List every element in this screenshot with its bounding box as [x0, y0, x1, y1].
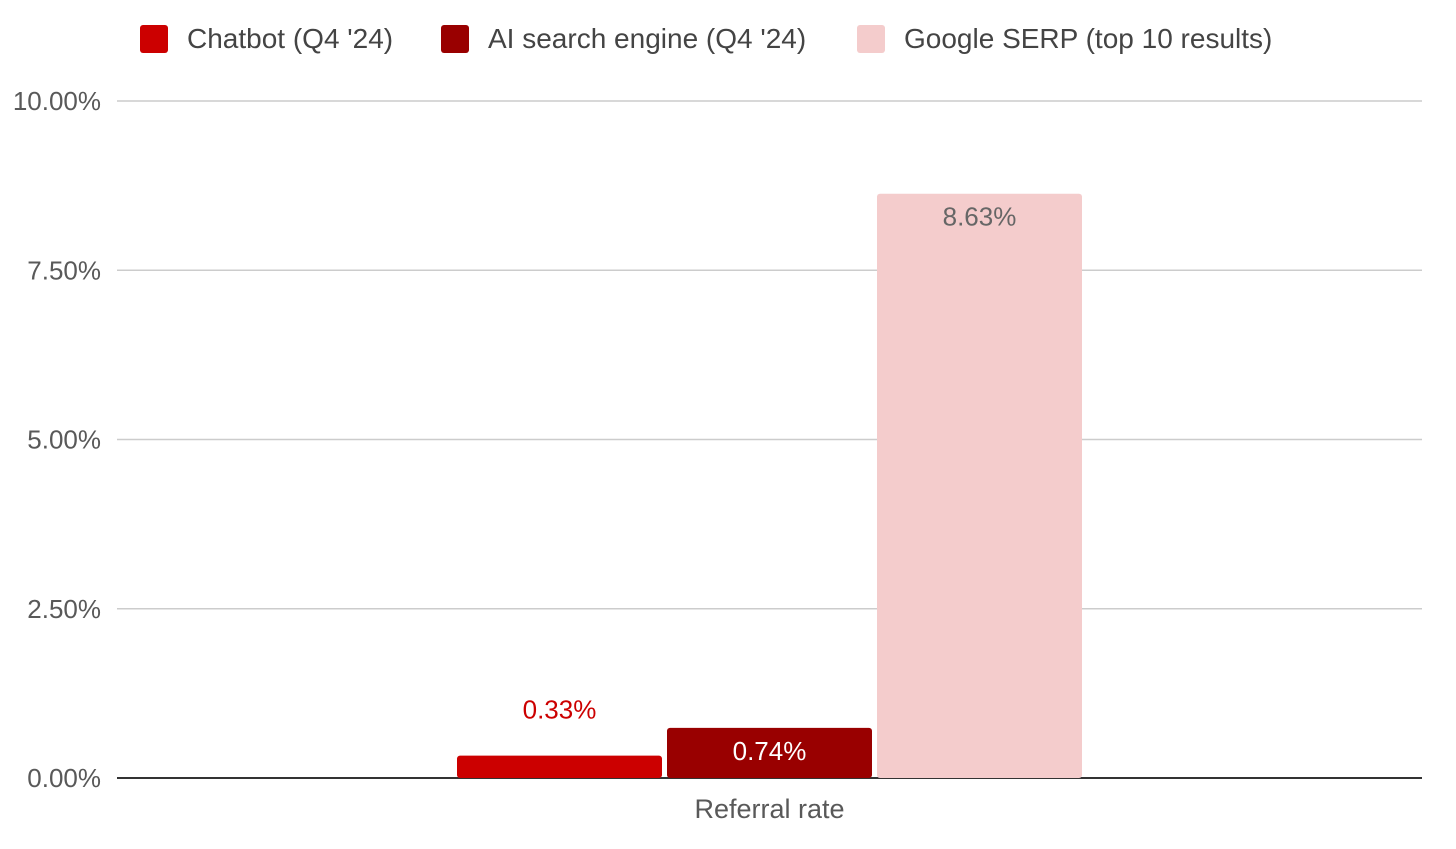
legend-item: AI search engine (Q4 '24) [441, 23, 806, 54]
x-tick-label: Referral rate [694, 794, 844, 824]
legend-label: Google SERP (top 10 results) [904, 23, 1272, 54]
legend-item: Google SERP (top 10 results) [857, 23, 1272, 54]
x-axis: Referral rate [694, 794, 844, 824]
y-tick-label: 7.50% [27, 255, 101, 285]
legend-swatch [441, 25, 469, 53]
legend-swatch [857, 25, 885, 53]
y-axis: 0.00% 2.50% 5.00% 7.50% 10.00% [13, 86, 101, 793]
bar [667, 727, 872, 778]
data-label: 0.74% [733, 736, 807, 766]
bars [457, 193, 1082, 778]
legend: Chatbot (Q4 '24) AI search engine (Q4 '24… [140, 23, 1272, 54]
bar [877, 193, 1082, 778]
legend-item: Chatbot (Q4 '24) [140, 23, 393, 54]
data-labels: 0.33% 0.74% 8.63% [523, 202, 1017, 766]
y-tick-label: 10.00% [13, 86, 101, 116]
legend-label: Chatbot (Q4 '24) [187, 23, 393, 54]
data-label: 0.33% [523, 695, 597, 725]
bar [457, 755, 662, 778]
legend-label: AI search engine (Q4 '24) [488, 23, 806, 54]
y-tick-label: 5.00% [27, 425, 101, 455]
y-tick-label: 2.50% [27, 594, 101, 624]
data-label: 8.63% [943, 202, 1017, 232]
gridlines [117, 100, 1422, 779]
legend-swatch [140, 25, 168, 53]
y-tick-label: 0.00% [27, 763, 101, 793]
